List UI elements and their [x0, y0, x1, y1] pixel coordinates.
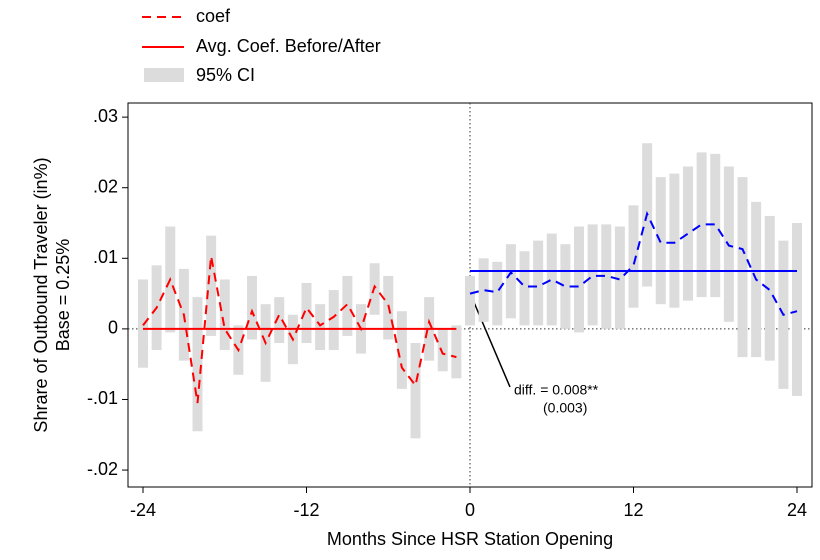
ci-bar: [219, 279, 230, 351]
ci-bar: [137, 279, 148, 368]
y-tick-label: -.01: [87, 388, 118, 408]
coef-line: [469, 210, 798, 316]
annotation: diff. = 0.008**: [514, 382, 599, 398]
ci-bar: [246, 275, 257, 340]
x-axis-label: Months Since HSR Station Opening: [327, 529, 613, 549]
ci-bar: [192, 297, 203, 432]
y-tick-label: .02: [93, 176, 118, 196]
ci-bar: [274, 297, 285, 343]
y-tick-label: .03: [93, 106, 118, 126]
ci-bar: [410, 343, 421, 439]
ci-bar: [696, 152, 707, 298]
ci-bar: [465, 275, 475, 326]
ci-bar: [574, 226, 585, 333]
ci-bar: [560, 244, 571, 329]
ci-bar: [737, 177, 748, 358]
ci-bar: [669, 173, 680, 308]
ci-bar: [628, 205, 639, 308]
ci-bar: [601, 224, 612, 329]
ci-bar: [710, 153, 721, 298]
ci-bar: [533, 240, 544, 326]
y-axis-label: Base = 0.25%: [53, 239, 73, 352]
legend-label: 95% CI: [196, 65, 255, 85]
x-tick-label: 0: [465, 500, 475, 520]
ci-bar: [492, 261, 503, 326]
x-tick-label: 24: [787, 500, 807, 520]
y-tick-label: .01: [93, 247, 118, 267]
ci-bar: [792, 223, 803, 396]
ci-bar: [478, 258, 489, 322]
annotation: (0.003): [543, 400, 587, 416]
ci-bar: [328, 290, 339, 351]
ci-bar: [683, 166, 694, 301]
ci-bar: [301, 283, 312, 343]
coef-line: [142, 256, 457, 404]
y-tick-label: 0: [108, 318, 118, 338]
ci-bar: [764, 215, 775, 361]
ci-bar: [614, 226, 625, 329]
ci-bar: [546, 233, 557, 326]
x-tick-label: -12: [293, 500, 319, 520]
y-axis-label: Shrare of Outbound Traveler (in%): [31, 157, 51, 432]
legend-label: Avg. Coef. Before/After: [196, 36, 381, 56]
ci-bar: [396, 311, 407, 389]
ci-bar: [315, 304, 326, 351]
legend-label: coef: [196, 6, 231, 26]
ci-bar: [206, 235, 217, 336]
annotation-arrow: [469, 292, 511, 388]
y-tick-label: -.02: [87, 459, 118, 479]
ci-bar: [451, 325, 462, 379]
ci-bar: [587, 224, 598, 326]
x-tick-label: -24: [130, 500, 156, 520]
ci-bar: [519, 251, 530, 326]
ci-bar: [505, 244, 516, 319]
legend-swatch: [144, 68, 184, 82]
x-tick-label: 12: [623, 500, 643, 520]
ci-bar: [342, 275, 353, 336]
ci-bar: [437, 328, 448, 372]
